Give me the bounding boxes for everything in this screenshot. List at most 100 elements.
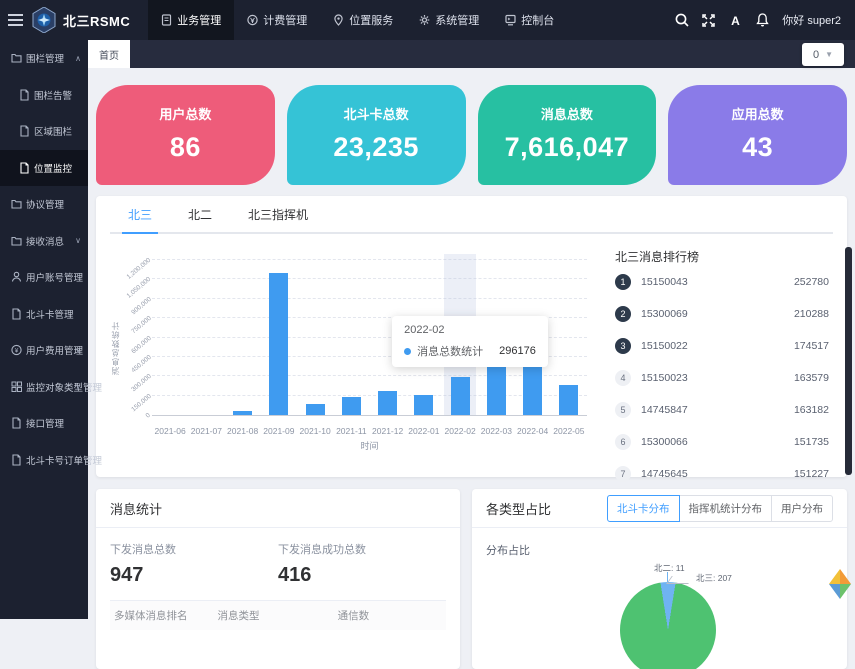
stat-card-2[interactable]: 消息总数 7,616,047 [478, 85, 657, 185]
bar-slot-2021-08[interactable] [225, 260, 261, 415]
stat-card-1[interactable]: 北斗卡总数 23,235 [287, 85, 466, 185]
logo-shield-icon [32, 7, 56, 33]
ranking-list: 1 15150043 252780 2 15300069 210288 3 15… [615, 266, 829, 489]
bar-slot-2021-09[interactable] [261, 260, 297, 415]
tab-count-dropdown[interactable]: 0 ▼ [802, 43, 844, 66]
sent-success-label: 下发消息成功总数 [278, 541, 446, 557]
file-icon [19, 125, 30, 137]
notification-bell-icon[interactable] [749, 0, 776, 40]
overview-tab-1[interactable]: 北二 [170, 196, 230, 232]
sidebar-item-2[interactable]: 区域围栏 [0, 113, 88, 150]
bar-2021-12[interactable] [378, 391, 397, 415]
ranking-row-1: 2 15300069 210288 [615, 298, 829, 329]
bar-2022-02[interactable] [451, 377, 470, 415]
sent-total-label: 下发消息总数 [110, 541, 278, 557]
coin-icon: ¥ [11, 344, 22, 356]
dist-button-0[interactable]: 北斗卡分布 [607, 495, 680, 522]
y-tick-label: 600,000 [130, 334, 153, 354]
x-tick-label: 2021-06 [152, 426, 188, 436]
folder-icon [11, 235, 22, 247]
sidebar-item-4[interactable]: 协议管理 [0, 186, 88, 223]
col-msg-type: 消息类型 [218, 608, 312, 623]
message-stats-card: 消息统计 下发消息总数 947 下发消息成功总数 416 多媒体消息排名 消息类… [96, 489, 460, 669]
floating-widget-diamond-icon[interactable] [827, 568, 853, 600]
bar-2021-10[interactable] [306, 404, 325, 415]
rank-message-count: 252780 [794, 276, 829, 288]
x-tick-label: 2021-11 [333, 426, 369, 436]
nav-item-1[interactable]: 计费管理 [234, 0, 320, 40]
user-icon [11, 271, 22, 283]
sidebar-item-8[interactable]: ¥ 用户费用管理 ∨ [0, 332, 88, 369]
message-ranking: 北三消息排行榜 1 15150043 252780 2 15300069 210… [605, 234, 833, 462]
sidebar-item-9[interactable]: 监控对象类型管理 ∨ [0, 369, 88, 406]
sidebar-item-3[interactable]: 位置监控 [0, 150, 88, 187]
sidebar-item-6[interactable]: 用户账号管理 [0, 259, 88, 296]
font-size-icon[interactable]: A [722, 0, 749, 40]
pie-leader-line-bd3 [666, 576, 694, 584]
sidebar-item-11[interactable]: 北斗卡号订单管理 [0, 442, 88, 479]
y-tick-label: 300,000 [130, 373, 153, 393]
gear-icon [419, 14, 430, 26]
dist-button-1[interactable]: 指挥机统计分布 [679, 495, 773, 522]
sidebar-item-10[interactable]: 接口管理 [0, 405, 88, 442]
file-icon [11, 308, 22, 320]
bar-2022-05[interactable] [559, 385, 578, 415]
bar-slot-2021-11[interactable] [333, 260, 369, 415]
rank-badge: 4 [615, 370, 631, 386]
nav-item-2[interactable]: 位置服务 [320, 0, 406, 40]
bar-2021-08[interactable] [233, 411, 252, 415]
y-tick-label: 750,000 [130, 315, 153, 335]
overview-tab-0[interactable]: 北三 [110, 196, 170, 232]
message-stats-title: 消息统计 [110, 499, 162, 518]
rank-badge: 3 [615, 338, 631, 354]
message-table-header: 多媒体消息排名 消息类型 通信数 [110, 600, 446, 630]
distribution-subtitle: 分布占比 [472, 528, 847, 558]
col-media-rank: 多媒体消息排名 [110, 608, 218, 623]
bar-slot-2021-07[interactable] [188, 260, 224, 415]
bar-slot-2022-05[interactable] [551, 260, 587, 415]
sidebar-item-5[interactable]: 接收消息 ∨ [0, 223, 88, 260]
dist-button-2[interactable]: 用户分布 [771, 495, 833, 522]
user-greeting[interactable]: 你好 super2 [782, 12, 841, 28]
search-icon[interactable] [668, 0, 695, 40]
stat-card-0[interactable]: 用户总数 86 [96, 85, 275, 185]
chevron-down-icon: ∨ [75, 382, 81, 391]
x-tick-label: 2022-05 [551, 426, 587, 436]
billing-icon [247, 14, 258, 26]
rank-card-id: 15150023 [641, 372, 688, 384]
bar-2022-01[interactable] [414, 395, 433, 415]
stat-card-3[interactable]: 应用总数 43 [668, 85, 847, 185]
nav-item-3[interactable]: 系统管理 [406, 0, 492, 40]
scrollbar-thumb[interactable] [845, 247, 852, 475]
app-logo[interactable]: 北三RSMC [32, 7, 130, 33]
chevron-down-icon: ▼ [825, 50, 833, 59]
tooltip-series: 消息总数统计 [417, 343, 483, 359]
tab-home[interactable]: 首页 [88, 40, 130, 68]
file-icon [11, 454, 22, 466]
bar-2021-11[interactable] [342, 397, 361, 415]
sidebar-item-7[interactable]: 北斗卡管理 [0, 296, 88, 333]
x-tick-label: 2021-10 [297, 426, 333, 436]
rank-badge: 6 [615, 434, 631, 450]
bar-2021-09[interactable] [269, 273, 288, 415]
nav-item-4[interactable]: 控制台 [492, 0, 567, 40]
nav-item-0[interactable]: 业务管理 [148, 0, 234, 40]
file-icon [19, 162, 30, 174]
bar-slot-2021-06[interactable] [152, 260, 188, 415]
fullscreen-icon[interactable] [695, 0, 722, 40]
ranking-title: 北三消息排行榜 [615, 248, 829, 265]
grid-icon [11, 381, 22, 393]
series-dot-icon [404, 348, 411, 355]
sidebar-item-1[interactable]: 围栏告警 [0, 77, 88, 114]
document-icon [161, 14, 172, 26]
ranking-row-4: 5 14745847 163182 [615, 394, 829, 425]
type-distribution-title: 各类型占比 [486, 499, 551, 518]
hamburger-menu-icon[interactable] [0, 0, 30, 40]
bar-slot-2021-10[interactable] [297, 260, 333, 415]
overview-tab-2[interactable]: 北三指挥机 [230, 196, 326, 232]
stat-cards-row: 用户总数 86 北斗卡总数 23,235 消息总数 7,616,047 应用总数… [96, 85, 847, 185]
pie-label-bd3: 北三: 207 [696, 572, 732, 584]
x-tick-label: 2021-09 [261, 426, 297, 436]
sidebar-item-0[interactable]: 围栏管理 ∧ [0, 40, 88, 77]
